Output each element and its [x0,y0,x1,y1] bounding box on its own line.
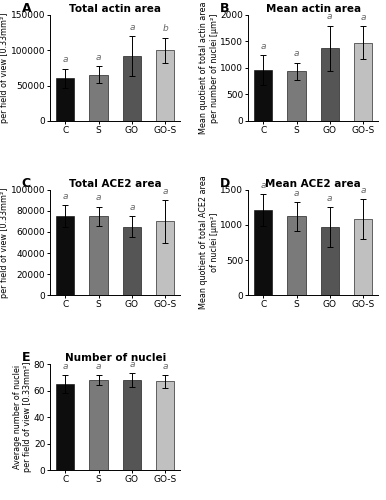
Text: C: C [22,177,30,190]
Bar [123,226,141,296]
Y-axis label: Relative total ACE2 area [μm²]
per field of view [0.33mm²]: Relative total ACE2 area [μm²] per field… [0,181,9,304]
Bar [287,71,306,121]
Text: a: a [63,362,68,370]
Bar [354,42,372,121]
Text: E: E [22,352,30,364]
Text: a: a [361,13,366,22]
Bar [56,78,74,121]
Text: D: D [219,177,230,190]
Text: a: a [327,12,333,22]
Bar [90,75,108,121]
Bar [123,380,141,470]
Bar [156,50,174,121]
Text: a: a [129,23,135,32]
Title: Number of nuclei: Number of nuclei [64,354,166,364]
Text: a: a [294,189,299,198]
Title: Total actin area: Total actin area [69,4,161,14]
Text: a: a [63,192,68,201]
Title: Total ACE2 area: Total ACE2 area [69,179,162,189]
Text: B: B [219,2,229,16]
Text: a: a [361,186,366,195]
Text: a: a [96,194,102,202]
Bar [90,380,108,470]
Bar [254,210,273,296]
Text: a: a [96,362,102,370]
Text: a: a [129,360,135,369]
Title: Mean actin area: Mean actin area [266,4,361,14]
Text: a: a [163,362,168,370]
Text: a: a [163,187,168,196]
Bar [287,216,306,296]
Bar [321,227,339,296]
Text: a: a [129,203,135,212]
Text: a: a [96,54,102,62]
Text: a: a [63,56,68,64]
Title: Mean ACE2 area: Mean ACE2 area [265,179,361,189]
Bar [123,56,141,121]
Bar [254,70,273,121]
Bar [156,382,174,470]
Text: A: A [22,2,31,16]
Text: a: a [261,42,266,51]
Y-axis label: Mean quotient of total ACE2 area
of nuclei [μm²]: Mean quotient of total ACE2 area of nucl… [200,176,219,310]
Y-axis label: Average number of nuclei
per field of view [0.33mm²]: Average number of nuclei per field of vi… [13,362,32,472]
Bar [56,216,74,296]
Text: a: a [327,194,333,203]
Bar [354,219,372,296]
Bar [156,222,174,296]
Text: a: a [294,50,299,58]
Y-axis label: Mean quotient of total actin area
per number of nuclei [μm²]: Mean quotient of total actin area per nu… [200,2,219,134]
Text: a: a [261,180,266,190]
Text: b: b [163,24,168,34]
Bar [90,216,108,296]
Bar [321,48,339,121]
Y-axis label: Relative actin area [μm²]
per field of view [0.33mm²]: Relative actin area [μm²] per field of v… [0,12,9,123]
Bar [56,384,74,470]
